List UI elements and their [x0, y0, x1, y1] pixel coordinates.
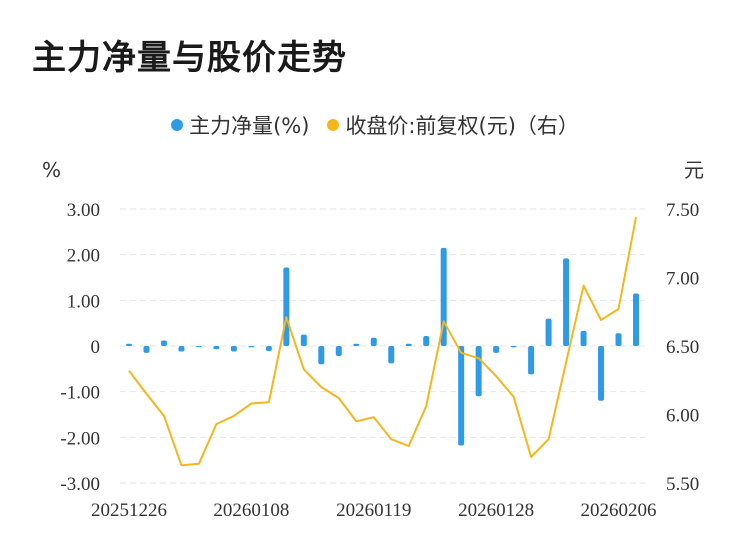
bar	[545, 318, 552, 346]
bar	[335, 346, 342, 357]
bar	[510, 346, 517, 348]
legend-label-net-volume: 主力净量(%)	[189, 114, 310, 138]
bar	[213, 346, 220, 350]
bar	[143, 346, 150, 353]
y-left-tick-label: 3.00	[67, 200, 100, 221]
label-layer: 3.00 2.00 1.00 0 -1.00 -2.00 -3.00 7.50 7.00 6.50…	[60, 200, 699, 521]
bar	[353, 343, 360, 346]
bar	[458, 346, 465, 446]
x-tick-label: 20260206	[581, 500, 657, 521]
bar	[563, 258, 570, 346]
bar	[283, 267, 290, 346]
x-tick-label: 20260108	[213, 500, 289, 521]
y-left-tick-label: -1.00	[60, 383, 100, 404]
y-right-tick-label: 6.50	[666, 337, 699, 358]
y-left-tick-label: -3.00	[60, 474, 100, 495]
bar	[598, 346, 605, 401]
bar	[580, 330, 587, 346]
bar	[405, 343, 412, 346]
legend-bar-marker	[171, 119, 184, 131]
bar	[633, 293, 639, 346]
legend: 主力净量(%) 收盘价:前复权(元)（右）	[0, 110, 750, 140]
y-left-tick-label: 2.00	[67, 246, 100, 267]
x-tick-label: 20251226	[91, 500, 167, 521]
legend-label-close-price: 收盘价:前复权(元)（右）	[345, 114, 579, 138]
legend-item-close-price[interactable]: 收盘价:前复权(元)（右）	[327, 110, 579, 140]
y-left-tick-label: -2.00	[60, 428, 100, 449]
bar	[248, 346, 255, 348]
bar	[300, 334, 307, 346]
bar	[195, 346, 202, 347]
series-line	[128, 217, 637, 467]
bar	[528, 346, 535, 375]
bar	[318, 346, 325, 365]
bar	[230, 346, 237, 352]
y-right-tick-label: 7.00	[666, 269, 699, 290]
line-layer	[128, 217, 637, 467]
y-right-tick-label: 7.50	[666, 200, 699, 221]
chart-title: 主力净量与股价走势	[32, 38, 347, 78]
x-tick-label: 20260119	[336, 500, 411, 521]
bar	[370, 337, 377, 346]
bar	[440, 247, 447, 346]
y-right-unit: 元	[684, 158, 704, 182]
bar	[160, 340, 167, 346]
grid-layer	[120, 208, 645, 484]
y-left-tick-label: 0	[91, 337, 101, 358]
bar	[126, 343, 132, 346]
legend-item-net-volume[interactable]: 主力净量(%)	[171, 110, 309, 140]
y-right-tick-label: 5.50	[666, 474, 699, 495]
bar	[265, 346, 272, 352]
y-right-tick-label: 6.00	[666, 406, 699, 427]
bar	[615, 333, 622, 346]
bar	[423, 335, 430, 346]
bar	[388, 346, 395, 364]
y-left-unit: %	[42, 158, 61, 182]
bar-layer	[126, 247, 639, 446]
legend-line-marker	[327, 119, 340, 131]
bar	[178, 346, 185, 352]
y-left-tick-label: 1.00	[67, 291, 100, 312]
bar	[475, 346, 482, 397]
x-tick-label: 20260128	[458, 500, 534, 521]
bar	[493, 346, 500, 353]
